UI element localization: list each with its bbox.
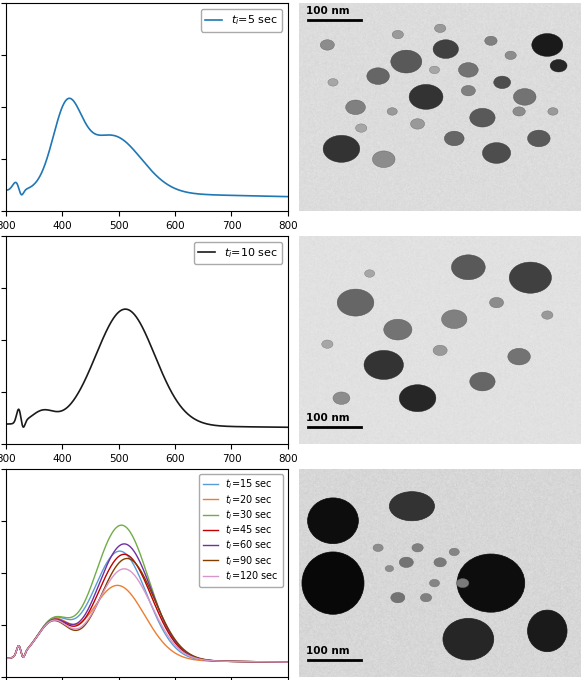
Ellipse shape — [494, 76, 511, 88]
Ellipse shape — [443, 618, 494, 660]
Ellipse shape — [365, 270, 375, 277]
Ellipse shape — [391, 592, 405, 603]
Ellipse shape — [392, 31, 403, 39]
Ellipse shape — [508, 348, 531, 365]
Ellipse shape — [399, 557, 413, 568]
Ellipse shape — [364, 350, 403, 379]
Ellipse shape — [451, 255, 485, 279]
Ellipse shape — [430, 579, 440, 587]
Ellipse shape — [302, 552, 364, 614]
Text: 100 nm: 100 nm — [306, 646, 350, 656]
Ellipse shape — [323, 135, 360, 163]
Ellipse shape — [373, 151, 395, 167]
Ellipse shape — [433, 345, 447, 356]
Ellipse shape — [308, 498, 358, 543]
Ellipse shape — [470, 108, 495, 127]
Ellipse shape — [328, 79, 338, 86]
X-axis label: Wavelength (nm): Wavelength (nm) — [96, 237, 198, 250]
Ellipse shape — [434, 24, 446, 33]
Ellipse shape — [510, 262, 552, 293]
Ellipse shape — [420, 594, 431, 602]
Ellipse shape — [387, 107, 397, 115]
Ellipse shape — [356, 124, 367, 132]
Ellipse shape — [542, 311, 553, 319]
Ellipse shape — [485, 36, 497, 46]
Ellipse shape — [470, 372, 495, 391]
Ellipse shape — [457, 554, 525, 612]
Legend: $t_i$=5 sec: $t_i$=5 sec — [201, 9, 282, 32]
Ellipse shape — [322, 340, 333, 348]
Ellipse shape — [385, 566, 394, 572]
Ellipse shape — [430, 66, 440, 73]
Ellipse shape — [321, 39, 335, 50]
Ellipse shape — [461, 86, 475, 96]
Ellipse shape — [391, 50, 422, 73]
Ellipse shape — [444, 131, 464, 146]
Ellipse shape — [490, 297, 504, 308]
Ellipse shape — [373, 544, 383, 551]
Ellipse shape — [389, 492, 434, 521]
Ellipse shape — [412, 543, 423, 552]
Ellipse shape — [483, 143, 511, 163]
Legend: $t_i$=10 sec: $t_i$=10 sec — [194, 241, 282, 265]
Ellipse shape — [550, 60, 567, 72]
Ellipse shape — [434, 558, 446, 567]
Ellipse shape — [532, 33, 563, 56]
Ellipse shape — [346, 100, 365, 114]
Ellipse shape — [333, 392, 350, 405]
Ellipse shape — [513, 107, 525, 116]
Ellipse shape — [337, 289, 374, 316]
Ellipse shape — [505, 51, 517, 60]
Ellipse shape — [441, 310, 467, 328]
Ellipse shape — [399, 385, 436, 411]
X-axis label: Wavelength (nm): Wavelength (nm) — [96, 469, 198, 482]
Ellipse shape — [548, 107, 558, 115]
Ellipse shape — [409, 84, 443, 109]
Ellipse shape — [458, 63, 478, 77]
Ellipse shape — [384, 319, 412, 340]
Legend: $t_i$=15 sec, $t_i$=20 sec, $t_i$=30 sec, $t_i$=45 sec, $t_i$=60 sec, $t_i$=90 s: $t_i$=15 sec, $t_i$=20 sec, $t_i$=30 sec… — [199, 474, 283, 587]
Ellipse shape — [449, 548, 459, 556]
Ellipse shape — [410, 119, 424, 129]
Ellipse shape — [528, 610, 567, 651]
Ellipse shape — [367, 68, 389, 84]
Text: 100 nm: 100 nm — [306, 413, 350, 423]
Ellipse shape — [528, 130, 550, 147]
Text: 100 nm: 100 nm — [306, 6, 350, 16]
Ellipse shape — [514, 88, 536, 105]
Ellipse shape — [433, 39, 458, 58]
Ellipse shape — [457, 579, 469, 588]
